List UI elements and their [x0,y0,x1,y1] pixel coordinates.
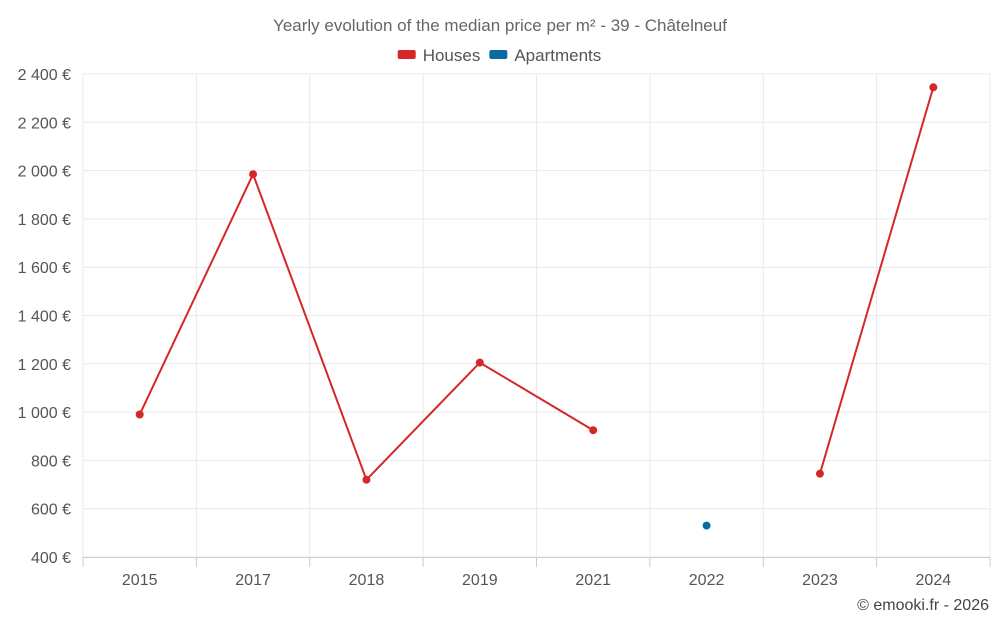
legend-swatch [489,50,508,59]
x-tick-label: 2023 [802,572,838,589]
x-tick-label: 2022 [689,572,725,589]
x-tick-label: 2021 [575,572,611,589]
x-tick-label: 2024 [916,572,952,589]
x-tick-label: 2018 [349,572,385,589]
y-axis-ticks: 400 € 600 € 800 € 1 000 € 1 200 € 1 400 € 1 60… [18,67,71,567]
data-point-houses[interactable] [589,426,598,435]
legend-item-apartments[interactable]: Apartments [489,46,601,65]
y-tick-label: 1 400 € [18,309,71,326]
data-point-apartments[interactable] [702,521,711,530]
y-tick-label: 1 600 € [18,260,71,277]
series-line-houses [138,171,594,482]
data-point-houses[interactable] [475,358,484,367]
y-tick-label: 1 200 € [18,357,71,374]
data-point-houses[interactable] [362,475,371,484]
legend: Houses Apartments [397,46,601,65]
y-tick-label: 2 200 € [18,115,71,132]
y-tick-label: 1 000 € [18,405,71,422]
chart-title: Yearly evolution of the median price per… [273,16,727,35]
data-point-houses[interactable] [135,410,144,419]
credit: © emooki.fr - 2026 [857,597,989,614]
y-tick-label: 400 € [31,550,71,567]
legend-label: Apartments [514,46,601,65]
x-tick-label: 2017 [235,572,271,589]
legend-swatch [397,50,416,59]
y-tick-label: 2 400 € [18,67,71,84]
data-point-houses[interactable] [929,83,938,92]
legend-item-houses[interactable]: Houses [397,46,481,65]
data-point-houses[interactable] [249,170,258,179]
legend-label: Houses [423,46,481,65]
y-tick-label: 800 € [31,453,71,470]
series-points [135,83,938,530]
x-axis-ticks: 2015 2017 2018 2019 2021 2022 2023 2024 [82,557,991,589]
x-tick-label: 2015 [122,572,158,589]
data-point-houses[interactable] [815,469,824,478]
x-tick-label: 2019 [462,572,498,589]
y-tick-label: 600 € [31,502,71,519]
series-line-houses [818,87,935,474]
y-tick-label: 1 800 € [18,212,71,229]
y-tick-label: 2 000 € [18,164,71,181]
